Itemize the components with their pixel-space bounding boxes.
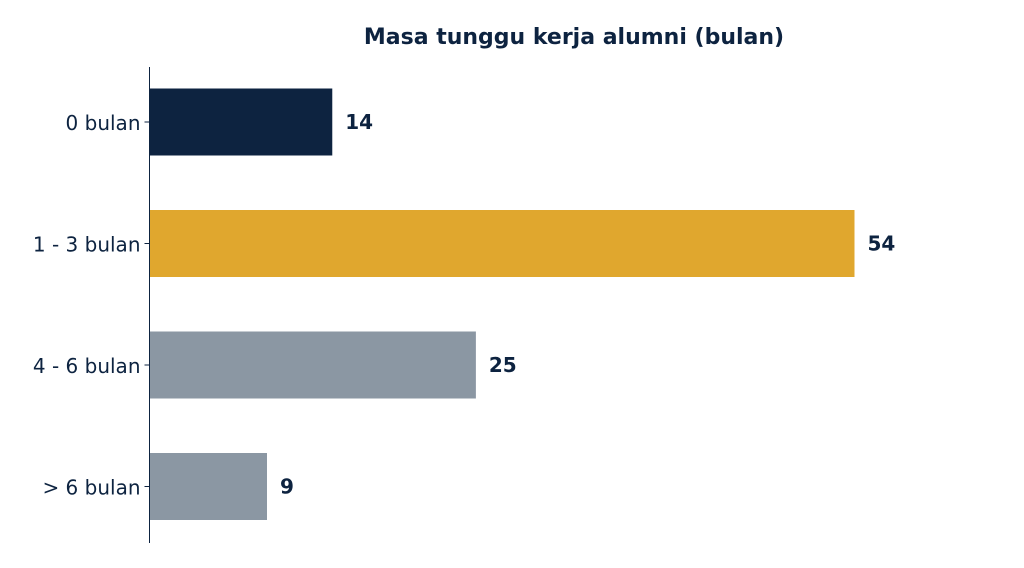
value-label: 25 — [489, 353, 517, 377]
bar — [149, 210, 855, 277]
chart-title: Masa tunggu kerja alumni (bulan) — [364, 25, 784, 50]
value-label: 14 — [345, 110, 373, 134]
bar — [149, 453, 267, 520]
y-tick-label: 1 - 3 bulan — [33, 233, 141, 257]
value-label: 54 — [868, 232, 896, 256]
bars-layer: 14 54 25 9 — [149, 88, 896, 520]
value-label: 9 — [280, 475, 294, 499]
y-tick-label: 4 - 6 bulan — [33, 354, 141, 378]
y-tick-label: 0 bulan — [66, 111, 141, 135]
y-axis: 0 bulan 1 - 3 bulan 4 - 6 bulan > 6 bulan — [33, 67, 150, 543]
y-tick-label: > 6 bulan — [42, 476, 140, 500]
bar — [149, 88, 333, 156]
bar — [149, 331, 476, 399]
